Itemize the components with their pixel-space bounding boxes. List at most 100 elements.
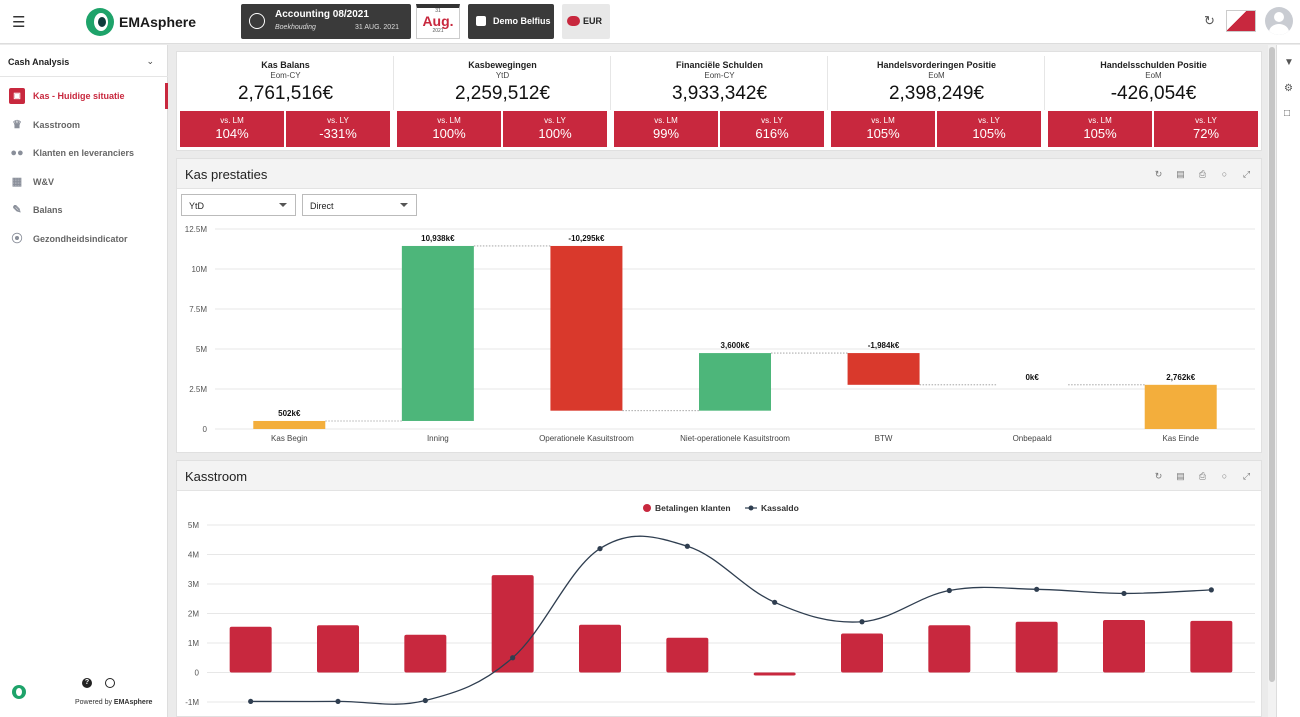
print-icon[interactable]: ⎙ (1198, 471, 1207, 481)
kpi-value: 2,761,516€ (237, 83, 334, 104)
currency-label: EUR (583, 16, 603, 26)
kpi-vs-lm-label: vs. LM (220, 116, 244, 125)
expand-icon[interactable]: ⤢ (1242, 169, 1251, 179)
comment-icon[interactable]: ○ (1221, 471, 1228, 481)
globe-icon[interactable] (105, 678, 115, 688)
scrollbar-thumb[interactable] (1269, 47, 1275, 682)
kpi-divider (827, 56, 828, 110)
export-icon[interactable]: ▤ (1176, 169, 1185, 179)
kassaldo-point (946, 587, 952, 594)
print-icon[interactable]: ⎙ (1198, 169, 1207, 179)
kpi-vs-ly-value: 616% (755, 126, 789, 141)
y-tick-label: 5M (196, 345, 207, 354)
waterfall-bar (550, 245, 623, 411)
scrollbar[interactable] (1268, 45, 1276, 717)
kpi-vs-ly: vs. LY 72% (1154, 111, 1258, 147)
app-name: EMAsphere (119, 14, 197, 30)
powered-by-brand: EMAsphere (113, 699, 153, 706)
users-icon: ●● (10, 147, 24, 159)
grid-icon: ▦ (11, 176, 23, 188)
data-label: 0k€ (1025, 373, 1039, 382)
refresh-icon[interactable]: ↻ (1204, 13, 1215, 28)
bar-betalingen-klanten (491, 575, 534, 673)
y-tick-label: 2M (188, 610, 199, 619)
sidebar-section-title: Cash Analysis (8, 57, 70, 67)
sidebar-item-gezondheidsindicator[interactable]: ⦿ Gezondheidsindicator (0, 226, 168, 252)
kassaldo-point (859, 619, 865, 625)
kpi-title: Handelsschulden Positie (1100, 60, 1207, 70)
kpi-vs-ly: vs. LY 616% (720, 111, 824, 147)
method-select[interactable]: Direct (302, 194, 417, 216)
data-label: 10,938k€ (421, 234, 455, 243)
kpi-vs-ly-label: vs. LY (978, 116, 1000, 125)
caret-down-icon (279, 203, 287, 207)
kpi-value: -426,054€ (1110, 83, 1197, 104)
period-select[interactable]: YtD (181, 194, 296, 216)
kpi-vs-ly: vs. LY 100% (503, 111, 607, 147)
sidebar-item-klanten-en-leveranciers[interactable]: ●● Klanten en leveranciers (0, 140, 168, 166)
kassaldo-line (250, 535, 1212, 705)
x-tick-label: BTW (875, 434, 893, 443)
kassaldo-point (422, 697, 428, 704)
accounting-period-selector[interactable]: Accounting 08/2021 Boekhouding 31 AUG. 2… (241, 4, 411, 39)
emasphere-small-logo-icon (12, 685, 26, 699)
compass-icon: ⦿ (11, 233, 23, 245)
sidebar: Cash Analysis ⌄ ▣ Kas - Huidige situatie… (0, 45, 168, 717)
kpi-vs-lm-label: vs. LM (437, 116, 461, 125)
app-logo[interactable]: EMAsphere (86, 8, 196, 36)
sidebar-item-kasstroom[interactable]: ♛ Kasstroom (0, 112, 168, 138)
menu-icon[interactable]: ☰ (12, 14, 26, 31)
help-icon[interactable]: ? (82, 678, 92, 688)
kpi-period: Eom-CY (270, 71, 301, 80)
expand-icon[interactable]: ⤢ (1242, 471, 1251, 481)
currency-selector[interactable]: EUR (562, 4, 610, 39)
kpi-vs-ly-label: vs. LY (327, 116, 349, 125)
kpi-card: Financiële Schulden Eom-CY 3,933,342€ vs… (611, 52, 828, 152)
comment-icon[interactable]: ○ (1221, 169, 1228, 179)
kpi-title: Financiële Schulden (675, 60, 764, 70)
y-tick-label: 3M (188, 580, 199, 589)
panel-tools: ↻ ▤ ⎙ ○ ⤢ (1152, 470, 1253, 482)
caret-down-icon (400, 203, 408, 207)
company-selector[interactable]: Demo Belfius (468, 4, 554, 39)
bar-betalingen-klanten (317, 625, 359, 673)
kasstroom-chart: Betalingen klanten Kassaldo -1M 0 1M 2M 3M 4M 5M (185, 503, 1255, 707)
sidebar-item-wv[interactable]: ▦ W&V (0, 169, 168, 195)
refresh-icon[interactable]: ↻ (1154, 471, 1163, 481)
export-icon[interactable]: ▤ (1176, 471, 1185, 481)
kpi-vs-lm-value: 105% (866, 126, 900, 141)
panel-header: Kas prestaties ↻ ▤ ⎙ ○ ⤢ (177, 159, 1261, 189)
comment-icon[interactable]: □ (1284, 108, 1291, 119)
filter-icon[interactable]: ▼ (1284, 57, 1294, 68)
kpi-vs-lm-value: 104% (215, 126, 249, 141)
sidebar-item-label: Kas - Huidige situatie (33, 91, 125, 101)
kpi-period: EoM (1145, 71, 1162, 80)
kpi-vs-lm-value: 100% (432, 126, 466, 141)
refresh-icon[interactable]: ↻ (1154, 169, 1163, 179)
sidebar-item-balans[interactable]: ✎ Balans (0, 197, 168, 223)
kassaldo-point (1208, 587, 1214, 593)
kpi-vs-lm: vs. LM 99% (614, 111, 718, 147)
kpi-title: Kas Balans (261, 60, 310, 70)
x-tick-label: Inning (427, 434, 449, 443)
avatar[interactable] (1265, 7, 1293, 35)
y-tick-label: -1M (185, 698, 199, 707)
legend-label: Kassaldo (761, 503, 799, 513)
sidebar-section-header[interactable]: Cash Analysis ⌄ (0, 45, 168, 77)
waterfall-bar (847, 353, 920, 385)
language-flag-icon[interactable] (1226, 10, 1256, 32)
settings-icon[interactable]: ⚙ (1284, 83, 1293, 94)
right-toolbar: ▼ ⚙ □ (1276, 45, 1300, 717)
sidebar-item-kas-huidige-situatie[interactable]: ▣ Kas - Huidige situatie (0, 83, 168, 109)
kpi-vs-ly-value: -331% (319, 126, 357, 141)
data-label: -10,295k€ (568, 234, 605, 243)
kpi-vs-lm: vs. LM 100% (397, 111, 501, 147)
calendar-date[interactable]: 31 Aug. 2021 (416, 4, 460, 39)
kpi-card: Kas Balans Eom-CY 2,761,516€ vs. LM 104% … (177, 52, 394, 152)
kpi-vs-lm: vs. LM 105% (1048, 111, 1152, 147)
kpi-vs-ly: vs. LY 105% (937, 111, 1041, 147)
kpi-divider (393, 56, 394, 110)
kpi-vs-lm: vs. LM 105% (831, 111, 935, 147)
crown-icon: ♛ (12, 119, 22, 131)
company-name: Demo Belfius (493, 16, 551, 26)
